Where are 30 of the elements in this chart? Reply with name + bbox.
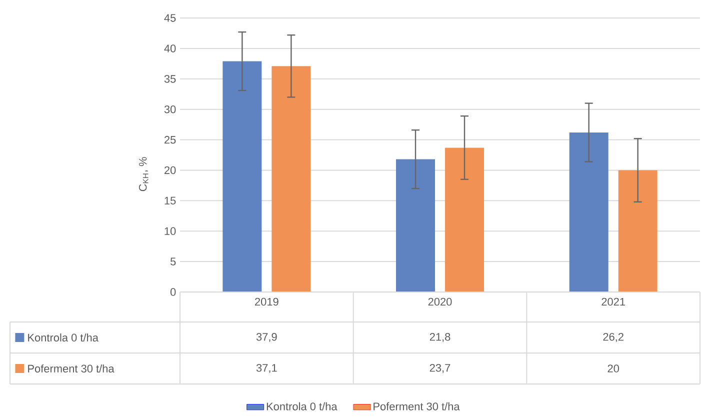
y-axis-title: C$_{KH}$, %: [138, 157, 148, 192]
y-tick-label: 15: [164, 196, 176, 204]
bar: [569, 132, 608, 292]
y-tick-label: 0: [170, 288, 176, 296]
x-tick-label: 2020: [428, 298, 452, 306]
legend-label: Poferment 30 t/ha: [374, 402, 460, 410]
text: Kontrola 0 t/ha: [28, 333, 98, 342]
data-label: 20: [608, 364, 619, 372]
y-tick-label: 45: [164, 14, 176, 22]
y-tick-label: 20: [164, 166, 176, 174]
text: Poferment 30 t/ha: [28, 364, 114, 373]
legend-label: Kontrola 0 t/ha: [266, 402, 338, 410]
y-tick-label: 5: [170, 258, 176, 266]
data-label: 21,8: [430, 332, 450, 342]
bar: [222, 61, 262, 292]
data-label: 37,9: [256, 332, 277, 342]
y-tick-label: 30: [164, 105, 176, 114]
bar: [445, 148, 484, 292]
bar: [272, 66, 311, 292]
y-tick-label: 25: [164, 136, 176, 144]
x-tick-label: 2021: [602, 298, 625, 306]
x-tick-label: 2019: [255, 298, 278, 306]
y-tick-label: 35: [164, 75, 176, 83]
data-label: 37,1: [256, 364, 277, 374]
y-tick-label: 10: [164, 227, 176, 235]
bar: [396, 159, 436, 292]
y-tick-label: 40: [164, 44, 176, 52]
data-label: 26,2: [603, 332, 624, 342]
data-label: 23,7: [430, 364, 450, 374]
bar: [618, 170, 658, 292]
